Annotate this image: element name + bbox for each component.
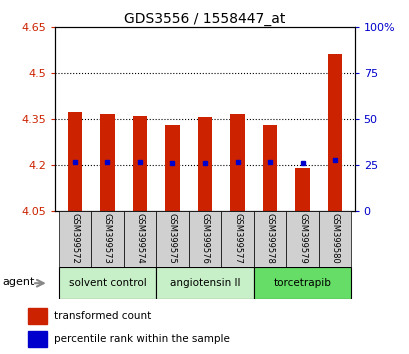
Bar — [285, 211, 318, 267]
Bar — [100, 114, 115, 211]
Bar — [28, 308, 47, 324]
Bar — [28, 331, 47, 347]
Text: GSM399580: GSM399580 — [330, 213, 339, 264]
Text: torcetrapib: torcetrapib — [273, 278, 331, 288]
Text: GSM399579: GSM399579 — [297, 213, 306, 264]
Bar — [229, 114, 244, 211]
Bar — [165, 125, 180, 211]
Text: percentile rank within the sample: percentile rank within the sample — [54, 334, 230, 344]
Bar — [327, 54, 342, 211]
Bar — [132, 115, 147, 211]
Bar — [294, 168, 309, 211]
Text: solvent control: solvent control — [68, 278, 146, 288]
Title: GDS3556 / 1558447_at: GDS3556 / 1558447_at — [124, 12, 285, 25]
Bar — [318, 211, 351, 267]
Bar — [253, 211, 285, 267]
Bar — [67, 113, 82, 211]
Text: agent: agent — [3, 276, 35, 287]
Bar — [197, 117, 212, 211]
Text: GSM399578: GSM399578 — [265, 213, 274, 264]
Bar — [58, 211, 91, 267]
Bar — [156, 211, 188, 267]
Bar — [156, 267, 253, 299]
Text: transformed count: transformed count — [54, 311, 151, 321]
Text: angiotensin II: angiotensin II — [169, 278, 240, 288]
Bar — [221, 211, 253, 267]
Bar — [58, 267, 156, 299]
Text: GSM399577: GSM399577 — [232, 213, 241, 264]
Bar — [262, 125, 277, 211]
Text: GSM399574: GSM399574 — [135, 213, 144, 264]
Bar — [188, 211, 221, 267]
Text: GSM399573: GSM399573 — [103, 213, 112, 264]
Text: GSM399572: GSM399572 — [70, 213, 79, 264]
Text: GSM399575: GSM399575 — [168, 213, 177, 264]
Bar — [124, 211, 156, 267]
Text: GSM399576: GSM399576 — [200, 213, 209, 264]
Bar — [91, 211, 124, 267]
Bar — [253, 267, 351, 299]
